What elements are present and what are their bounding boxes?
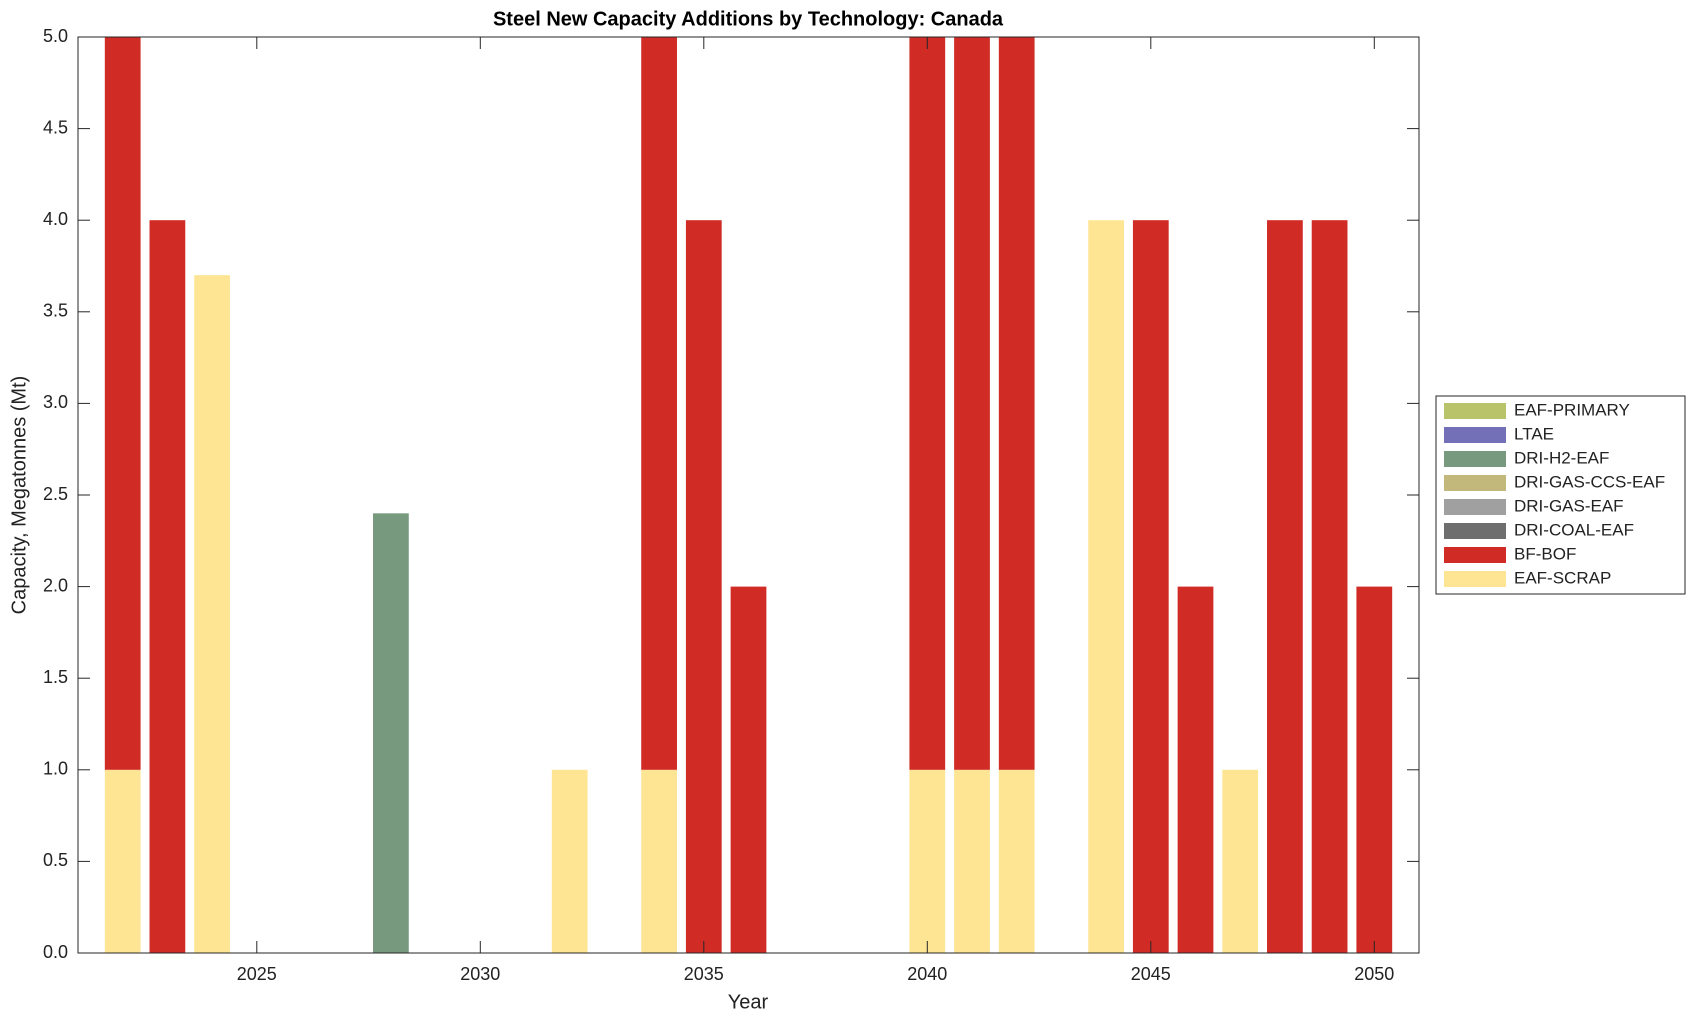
- x-tick-label: 2035: [684, 964, 724, 984]
- x-tick-label: 2025: [237, 964, 277, 984]
- bars: [104, 37, 1393, 953]
- y-axis-label: Capacity, Megatonnes (Mt): [8, 376, 30, 615]
- x-axis-label: Year: [728, 991, 769, 1013]
- legend-swatch: [1444, 427, 1506, 443]
- bar-segment: [551, 769, 588, 953]
- legend-label: DRI-GAS-EAF: [1514, 496, 1624, 515]
- legend-label: BF-BOF: [1514, 544, 1576, 563]
- legend-swatch: [1444, 547, 1506, 563]
- legend-label: EAF-PRIMARY: [1514, 400, 1630, 419]
- y-tick-label: 5.0: [43, 26, 68, 46]
- bar-segment: [104, 37, 141, 770]
- bar-segment: [641, 37, 677, 770]
- bar-segment: [104, 769, 141, 953]
- y-tick-label: 4.5: [43, 117, 68, 137]
- bar-segment: [1132, 220, 1169, 953]
- y-tick-label: 4.0: [43, 209, 68, 229]
- legend-label: DRI-COAL-EAF: [1514, 520, 1634, 539]
- y-tick-label: 2.0: [43, 575, 68, 595]
- bar-segment: [909, 37, 946, 770]
- legend-swatch: [1444, 499, 1506, 515]
- legend-swatch: [1444, 523, 1506, 539]
- y-tick-label: 1.5: [43, 667, 68, 687]
- legend-swatch: [1444, 475, 1506, 491]
- bar-segment: [1177, 586, 1214, 953]
- y-tick-label: 0.0: [43, 942, 68, 962]
- bar-segment: [1088, 220, 1124, 953]
- bar-segment: [1356, 586, 1393, 953]
- bar-segment: [730, 586, 767, 953]
- legend-label: LTAE: [1514, 424, 1554, 443]
- legend-label: DRI-GAS-CCS-EAF: [1514, 472, 1665, 491]
- y-tick-label: 3.5: [43, 301, 68, 321]
- bar-segment: [1267, 220, 1303, 953]
- chart-title: Steel New Capacity Additions by Technolo…: [493, 8, 1004, 30]
- x-tick-label: 2030: [460, 964, 500, 984]
- legend-swatch: [1444, 451, 1506, 467]
- legend-swatch: [1444, 571, 1506, 587]
- bar-segment: [641, 769, 677, 953]
- y-tick-label: 0.5: [43, 850, 68, 870]
- y-tick-label: 1.0: [43, 759, 68, 779]
- bar-segment: [194, 275, 230, 953]
- x-tick-label: 2040: [907, 964, 947, 984]
- bar-segment: [1222, 769, 1259, 953]
- bar-segment: [373, 513, 409, 953]
- bar-segment: [998, 37, 1035, 770]
- legend-swatch: [1444, 403, 1506, 419]
- bar-segment: [998, 769, 1035, 953]
- bar-segment: [149, 220, 186, 953]
- x-tick-label: 2050: [1354, 964, 1394, 984]
- legend-box: [1435, 395, 1686, 595]
- y-tick-label: 3.0: [43, 392, 68, 412]
- x-tick-label: 2045: [1131, 964, 1171, 984]
- y-tick-label: 2.5: [43, 484, 68, 504]
- bar-segment: [954, 37, 990, 770]
- bar-segment: [954, 769, 990, 953]
- bar-segment: [909, 769, 946, 953]
- bar-segment: [685, 220, 722, 953]
- bar-segment: [1311, 220, 1348, 953]
- legend-label: EAF-SCRAP: [1514, 568, 1611, 587]
- legend-label: DRI-H2-EAF: [1514, 448, 1609, 467]
